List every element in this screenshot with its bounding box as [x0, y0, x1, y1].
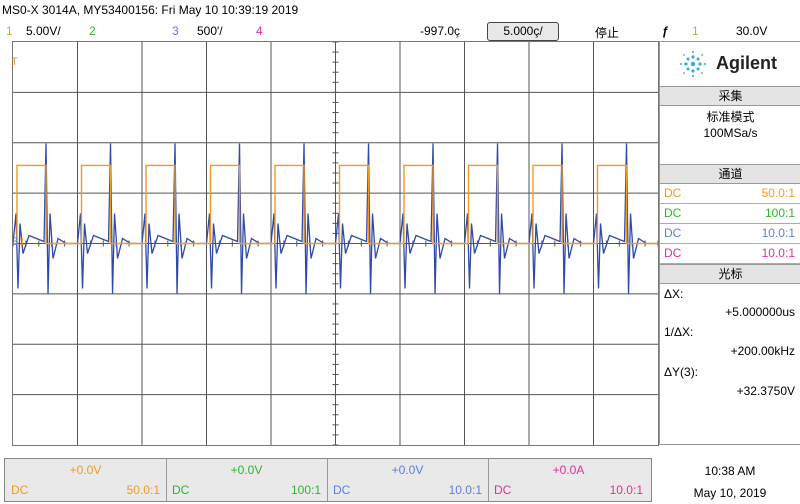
softkey-ch4[interactable]: +0.0A DC 10.0:1: [488, 459, 649, 501]
ch3-bottom-coupling: DC: [333, 483, 351, 497]
inverse-delta-x-value: +200.00kHz: [730, 344, 795, 358]
delta-y-value: +32.3750V: [736, 384, 795, 398]
ch3-offset: +0.0V: [391, 463, 424, 477]
ch1-trace: [13, 164, 658, 245]
ch3-bottom-probe: 10.0:1: [448, 483, 482, 497]
ch2-number[interactable]: 2: [89, 24, 96, 38]
ch2-offset: +0.0V: [230, 463, 263, 477]
side-panel: Agilent 采集 标准模式 100MSa/s 通道 DC 50.0:1 DC…: [659, 41, 800, 445]
delta-y-label: ΔY(3):: [664, 365, 699, 379]
ch4-offset: +0.0A: [552, 463, 585, 477]
ch4-bottom-probe: 10.0:1: [609, 483, 643, 497]
waveform-svg: [13, 42, 658, 445]
trigger-source[interactable]: 1: [692, 24, 699, 38]
clock: 10:38 AM May 10, 2019: [660, 460, 800, 504]
ch3-number[interactable]: 3: [172, 24, 179, 38]
ch1-coupling: DC: [664, 186, 682, 200]
timebase-readout[interactable]: 5.000ç/: [487, 22, 559, 41]
channels-header[interactable]: 通道: [660, 164, 800, 184]
ch1-probe: 50.0:1: [761, 186, 795, 200]
acquisition-mode: 标准模式: [706, 110, 755, 124]
ch2-probe: 100:1: [764, 206, 795, 220]
waveform-display[interactable]: T 3 1: [12, 41, 659, 446]
ch1-scale[interactable]: 5.00V/: [26, 24, 61, 38]
delta-x-label: ΔX:: [664, 287, 684, 301]
trigger-level[interactable]: 30.0V: [736, 24, 768, 38]
softkey-ch3[interactable]: +0.0V DC 10.0:1: [327, 459, 489, 501]
ch3-ground-marker[interactable]: 3: [12, 236, 19, 248]
ch2-bottom-probe: 100:1: [290, 483, 321, 497]
channel-row-2[interactable]: DC 100:1: [660, 204, 800, 224]
delay-readout[interactable]: -997.0ç: [420, 24, 461, 38]
softkey-ch1[interactable]: +0.0V DC 50.0:1: [5, 459, 167, 501]
agilent-spark-icon: [680, 51, 706, 77]
ch1-bottom-coupling: DC: [11, 483, 29, 497]
softkey-ch2[interactable]: +0.0V DC 100:1: [166, 459, 328, 501]
trigger-position-marker[interactable]: T: [13, 56, 18, 68]
ch2-coupling: DC: [664, 206, 682, 220]
ch3-probe: 10.0:1: [761, 226, 795, 240]
channel-softkey-bar: +0.0V DC 50.0:1 +0.0V DC 100:1 +0.0V DC …: [4, 458, 652, 502]
channel-row-1[interactable]: DC 50.0:1: [660, 184, 800, 204]
clock-time: 10:38 AM: [704, 464, 756, 478]
cursors-header[interactable]: 光标: [660, 264, 800, 284]
sample-rate: 100MSa/s: [703, 126, 758, 140]
ch1-number[interactable]: 1: [6, 24, 13, 38]
run-state[interactable]: 停止: [595, 26, 620, 40]
ch3-coupling: DC: [664, 226, 682, 240]
trigger-icon: ƒ: [662, 24, 669, 38]
clock-date: May 10, 2019: [693, 486, 767, 500]
ch2-bottom-coupling: DC: [172, 483, 190, 497]
ch4-bottom-coupling: DC: [494, 483, 512, 497]
ch4-number[interactable]: 4: [256, 24, 263, 38]
brand-logo: Agilent: [660, 42, 800, 87]
ch4-probe: 10.0:1: [761, 246, 795, 260]
channel-status-bar: 1 5.00V/ 2 3 500′/ 4 -997.0ç 停止 ƒ 1 30.0…: [0, 22, 800, 42]
channel-row-4[interactable]: DC 10.0:1: [660, 244, 800, 264]
ch4-coupling: DC: [664, 246, 682, 260]
ch1-ground-marker[interactable]: 1: [19, 236, 26, 248]
window-title: MS0-X 3014A, MY53400156: Fri May 10 10:3…: [2, 3, 299, 17]
ch1-bottom-probe: 50.0:1: [126, 483, 160, 497]
delta-x-value: +5.000000us: [725, 305, 795, 319]
brand-name: Agilent: [716, 53, 777, 73]
acquisition-header[interactable]: 采集: [660, 86, 800, 106]
channel-row-3[interactable]: DC 10.0:1: [660, 224, 800, 244]
ch1-offset: +0.0V: [69, 463, 102, 477]
inverse-delta-x-label: 1/ΔX:: [664, 325, 694, 339]
ch3-scale[interactable]: 500′/: [197, 24, 223, 38]
